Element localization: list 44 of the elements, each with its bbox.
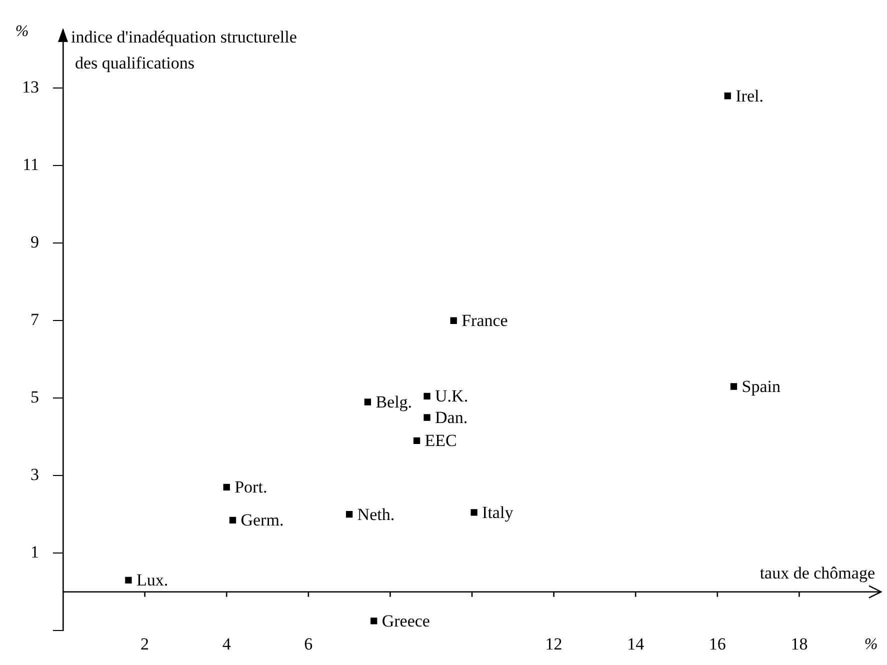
annotation: Spain [742, 376, 781, 396]
point [730, 383, 738, 390]
annotation: Greece [382, 611, 430, 630]
annotation: Irel. [736, 86, 764, 106]
point [424, 414, 430, 421]
y-tick-label: 5 [30, 388, 39, 407]
annotation: Port. [234, 478, 268, 497]
point [364, 398, 372, 406]
y-tick-label: 7 [30, 310, 40, 330]
y-axis-title: indice d'inadéquation structurelle des qualifications [71, 27, 297, 72]
point [223, 484, 230, 491]
point [125, 576, 132, 584]
x-axis-title: taux de chômage [760, 563, 875, 582]
y-tick-label: 11 [22, 155, 39, 174]
point [229, 516, 236, 524]
x-tick-label: 18 [790, 634, 808, 654]
point [370, 618, 378, 624]
point [413, 437, 420, 444]
annotation: U.K. [435, 386, 468, 406]
annotation: EEC [424, 431, 457, 450]
x-tick-label: 4 [222, 634, 232, 654]
point [346, 511, 353, 518]
point [724, 92, 731, 100]
annotation: Germ. [240, 510, 284, 530]
x-tick-label: 6 [304, 634, 313, 654]
point [424, 392, 430, 400]
y-tick-label: 1 [30, 542, 39, 562]
y-tick-label: 9 [30, 232, 39, 252]
point [470, 509, 478, 516]
annotation: France [462, 311, 508, 330]
text: % [15, 23, 29, 40]
annotation: Neth. [357, 504, 395, 524]
x-tick-label: 16 [708, 634, 726, 654]
x-tick-label: 14 [627, 634, 645, 654]
point [450, 317, 457, 324]
y-tick-label: 3 [30, 465, 39, 484]
x-tick-label: 2 [140, 634, 150, 654]
x-tick-label: 12 [545, 634, 562, 654]
annotation: Belg. [376, 392, 412, 412]
annotation: Dan. [435, 408, 468, 427]
annotation: Lux. [136, 570, 168, 590]
annotation: Italy [482, 502, 514, 522]
text: % [864, 636, 878, 653]
y-tick-label: 13 [22, 78, 39, 97]
